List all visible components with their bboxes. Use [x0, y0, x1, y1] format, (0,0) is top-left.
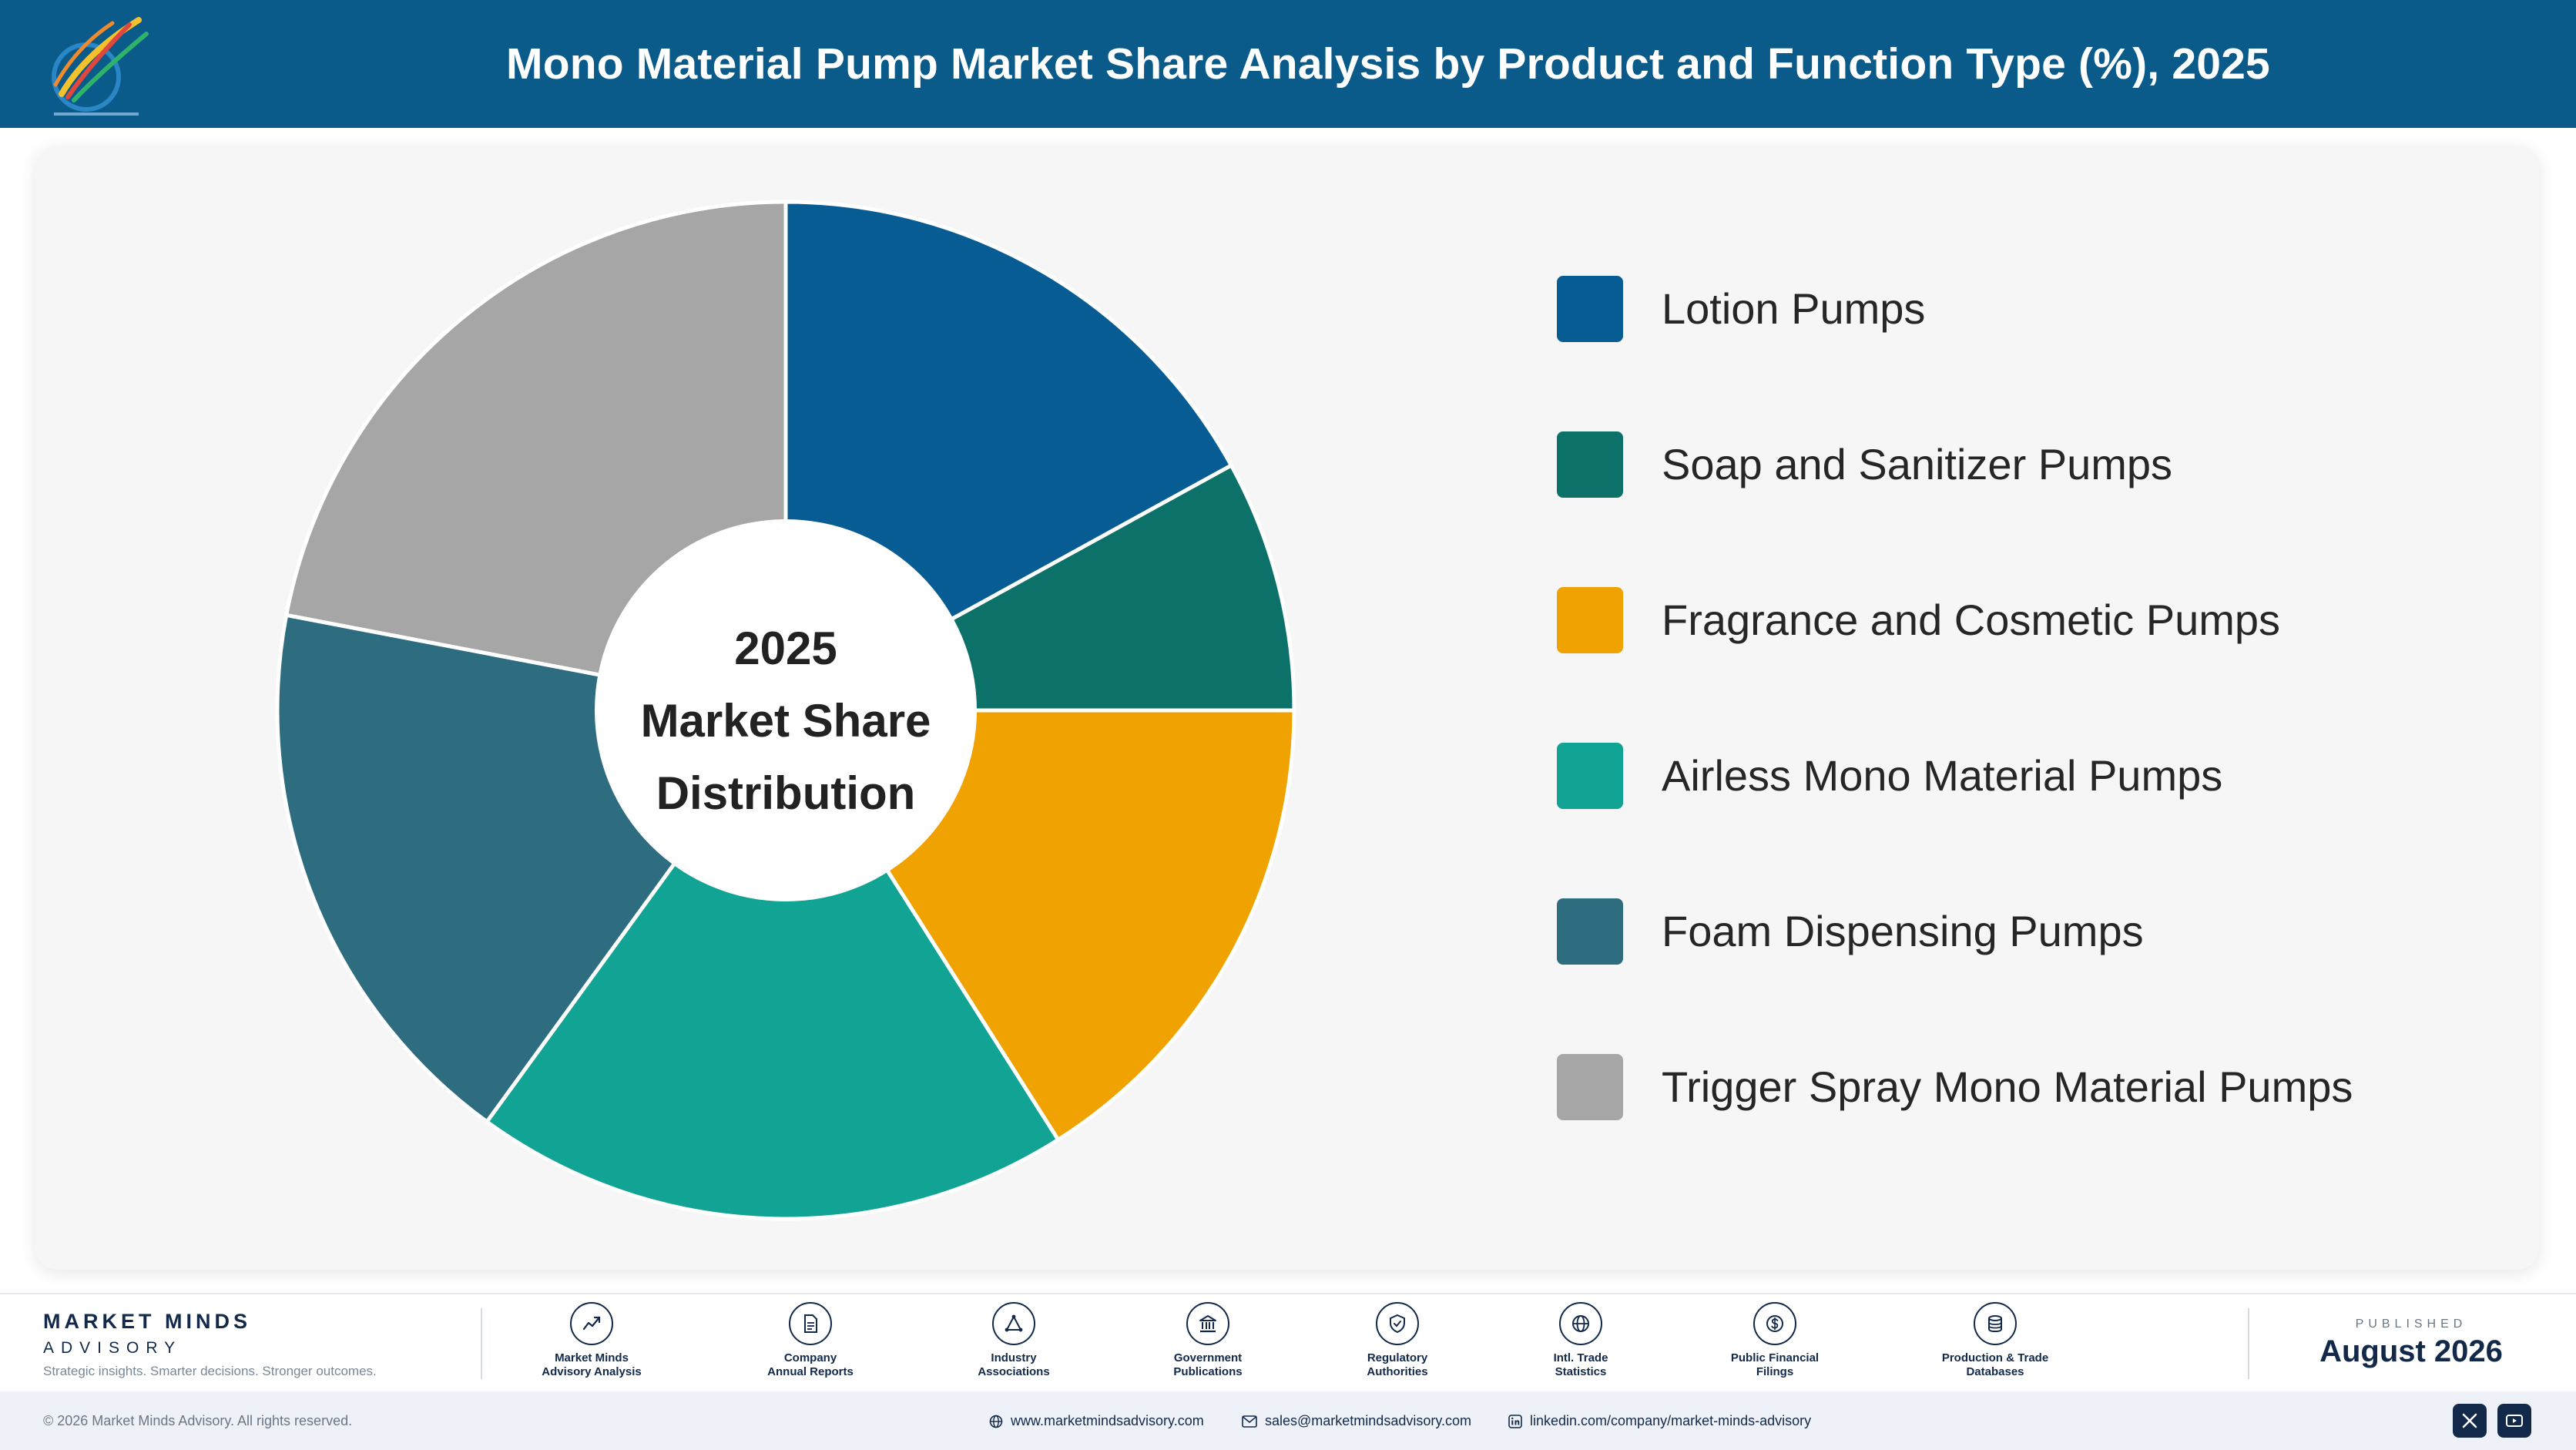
center-label-line-3: Distribution	[656, 767, 916, 819]
website-link[interactable]: www.marketmindsadvisory.com	[989, 1391, 1204, 1450]
document-icon	[789, 1302, 832, 1345]
data-source-label-line: Advisory Analysis	[542, 1365, 642, 1378]
x-icon	[2462, 1413, 2477, 1428]
data-source-label-line: Databases	[1966, 1365, 2024, 1378]
page-title: Mono Material Pump Market Share Analysis…	[506, 39, 2270, 89]
data-source-label-line: Intl. Trade	[1553, 1351, 1608, 1364]
brand-name: MARKET MINDS	[43, 1310, 251, 1333]
data-source-label-line: Public Financial	[1730, 1351, 1820, 1364]
legend-swatch	[1557, 431, 1623, 498]
brand-subtitle: ADVISORY	[43, 1339, 183, 1357]
email-link[interactable]: sales@marketmindsadvisory.com	[1242, 1391, 1471, 1450]
data-source-label-line: Government	[1173, 1351, 1243, 1364]
legend-label: Soap and Sanitizer Pumps	[1662, 440, 2173, 488]
legend-label: Lotion Pumps	[1662, 284, 1926, 333]
legend-item: Soap and Sanitizer Pumps	[1557, 431, 2520, 499]
data-source-label: Market Minds Advisory Analysis	[515, 1351, 669, 1379]
data-source-item: Market Minds Advisory Analysis	[515, 1302, 669, 1379]
data-source-label-line: Market Minds	[555, 1351, 629, 1364]
chart-card: 2025 Market Share Distribution Lotion Pu…	[35, 146, 2539, 1270]
center-label-line-1: 2025	[734, 623, 837, 674]
linkedin-link[interactable]: linkedin.com/company/market-minds-adviso…	[1508, 1391, 1811, 1450]
legend-item: Airless Mono Material Pumps	[1557, 743, 2520, 811]
linkedin-icon	[1508, 1415, 1522, 1429]
globe-icon	[989, 1415, 1003, 1428]
data-source-item: Public Financial Filings	[1698, 1302, 1852, 1379]
legend-label: Trigger Spray Mono Material Pumps	[1662, 1062, 2353, 1111]
donut-chart: 2025 Market Share Distribution	[275, 200, 1296, 1221]
database-icon	[1974, 1302, 2017, 1345]
youtube-social-button[interactable]	[2497, 1404, 2531, 1438]
data-source-label: Government Publications	[1131, 1351, 1285, 1379]
data-source-label: Industry Associations	[937, 1351, 1091, 1379]
legend-swatch	[1557, 898, 1623, 965]
email-text: sales@marketmindsadvisory.com	[1265, 1413, 1472, 1428]
legend-label: Fragrance and Cosmetic Pumps	[1662, 596, 2281, 644]
data-source-label-line: Authorities	[1367, 1365, 1428, 1378]
globe-icon	[1559, 1302, 1602, 1345]
published-date: August 2026	[2319, 1334, 2503, 1368]
currency-icon	[1753, 1302, 1796, 1345]
legend-label: Airless Mono Material Pumps	[1662, 751, 2223, 800]
bottom-bar: © 2026 Market Minds Advisory. All rights…	[0, 1391, 2576, 1450]
data-source-label: Company Annual Reports	[733, 1351, 887, 1379]
data-source-item: Regulatory Authorities	[1320, 1302, 1474, 1379]
company-logo-icon	[52, 17, 149, 116]
data-source-label: Production & Trade Databases	[1918, 1351, 2072, 1379]
data-source-label-line: Regulatory	[1367, 1351, 1428, 1364]
data-source-label-line: Annual Reports	[767, 1365, 854, 1378]
shield-check-icon	[1376, 1302, 1419, 1345]
footer-divider	[481, 1308, 482, 1379]
data-source-item: Industry Associations	[937, 1302, 1091, 1379]
data-source-item: Company Annual Reports	[733, 1302, 887, 1379]
legend-swatch	[1557, 743, 1623, 809]
data-source-label-line: Industry	[991, 1351, 1037, 1364]
footer: MARKET MINDS ADVISORY Strategic insights…	[0, 1293, 2576, 1390]
website-text: www.marketmindsadvisory.com	[1011, 1413, 1204, 1428]
linkedin-text: linkedin.com/company/market-minds-adviso…	[1530, 1413, 1812, 1428]
legend-swatch	[1557, 1054, 1623, 1120]
data-source-item: Production & Trade Databases	[1918, 1302, 2072, 1379]
data-source-label: Intl. Trade Statistics	[1504, 1351, 1658, 1379]
government-building-icon	[1186, 1302, 1229, 1345]
legend-swatch	[1557, 587, 1623, 653]
legend-item: Fragrance and Cosmetic Pumps	[1557, 587, 2520, 655]
center-label-line-2: Market Share	[641, 695, 931, 747]
legend-label: Foam Dispensing Pumps	[1662, 907, 2144, 955]
pie-slice-airless-mono-material-pumps	[485, 708, 1061, 1221]
trend-chart-icon	[570, 1302, 613, 1345]
data-source-label-line: Filings	[1756, 1365, 1794, 1378]
data-source-label-line: Associations	[978, 1365, 1050, 1378]
x-social-button[interactable]	[2453, 1404, 2487, 1438]
data-source-label-line: Publications	[1173, 1365, 1243, 1378]
data-source-item: Intl. Trade Statistics	[1504, 1302, 1658, 1379]
data-source-label-line: Production & Trade	[1941, 1351, 2049, 1364]
header-bar: Mono Material Pump Market Share Analysis…	[0, 0, 2576, 128]
data-source-label-line: Company	[783, 1351, 837, 1364]
network-icon	[992, 1302, 1035, 1345]
data-source-label: Public Financial Filings	[1698, 1351, 1852, 1379]
legend-item: Lotion Pumps	[1557, 276, 2520, 344]
legend-swatch	[1557, 276, 1623, 342]
data-source-label-line: Statistics	[1555, 1365, 1607, 1378]
published-label: PUBLISHED	[2355, 1317, 2467, 1331]
brand-tagline: Strategic insights. Smarter decisions. S…	[43, 1364, 377, 1378]
data-source-label: Regulatory Authorities	[1320, 1351, 1474, 1379]
footer-divider	[2248, 1308, 2249, 1379]
copyright-text: © 2026 Market Minds Advisory. All rights…	[43, 1413, 353, 1428]
donut-hole	[595, 519, 977, 901]
legend-item: Foam Dispensing Pumps	[1557, 898, 2520, 966]
legend-item: Trigger Spray Mono Material Pumps	[1557, 1054, 2520, 1122]
youtube-icon	[2506, 1415, 2523, 1427]
data-source-item: Government Publications	[1131, 1302, 1285, 1379]
mail-icon	[1242, 1415, 1257, 1428]
